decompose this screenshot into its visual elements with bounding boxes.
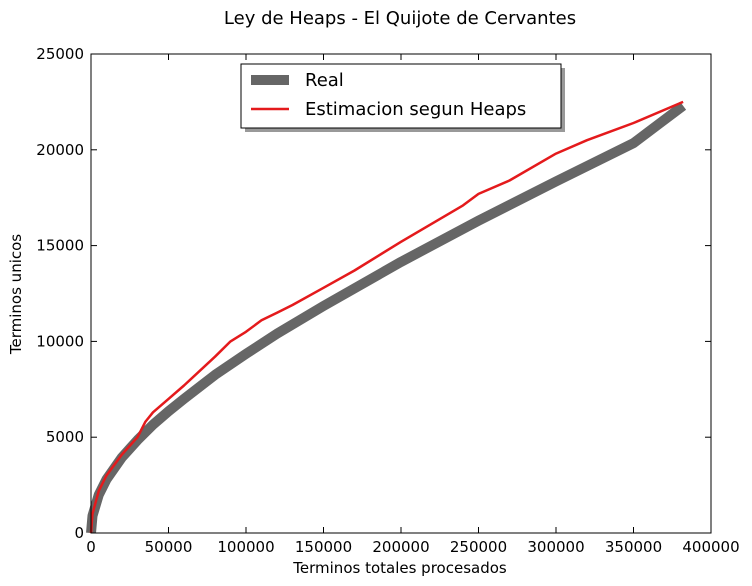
plot-frame [90, 53, 712, 534]
chart-title: Ley de Heaps - El Quijote de Cervantes [224, 8, 576, 29]
x-tick-label: 300000 [527, 538, 584, 556]
y-tick-label: 5000 [46, 428, 84, 446]
series-layer [86, 100, 687, 534]
x-tick-label: 100000 [217, 538, 274, 556]
legend-label-heaps: Estimacion segun Heaps [305, 99, 526, 120]
x-tick-label: 350000 [605, 538, 662, 556]
y-axis-label: Terminos unicos [7, 234, 25, 355]
y-tick-label: 20000 [36, 141, 84, 159]
x-tick-label: 50000 [145, 538, 193, 556]
y-tick-label: 25000 [36, 45, 84, 63]
x-tick-label: 200000 [372, 538, 429, 556]
series-line-heaps [89, 100, 684, 534]
x-tick-label: 150000 [295, 538, 352, 556]
legend-label-real: Real [305, 70, 344, 91]
x-tick-label: 0 [86, 538, 96, 556]
ticks: 0 50000 100000 150000 200000 250000 300000 3500… [36, 45, 739, 556]
legend-box [240, 63, 562, 129]
series-line-real [86, 101, 687, 534]
x-tick-label: 250000 [450, 538, 507, 556]
y-tick-label: 0 [74, 524, 84, 542]
x-axis-label: Terminos totales procesados [292, 559, 507, 577]
x-tick-label: 400000 [682, 538, 739, 556]
y-tick-label: 15000 [36, 237, 84, 255]
y-tick-label: 10000 [36, 332, 84, 350]
legend: Real Estimacion segun Heaps [240, 63, 565, 132]
